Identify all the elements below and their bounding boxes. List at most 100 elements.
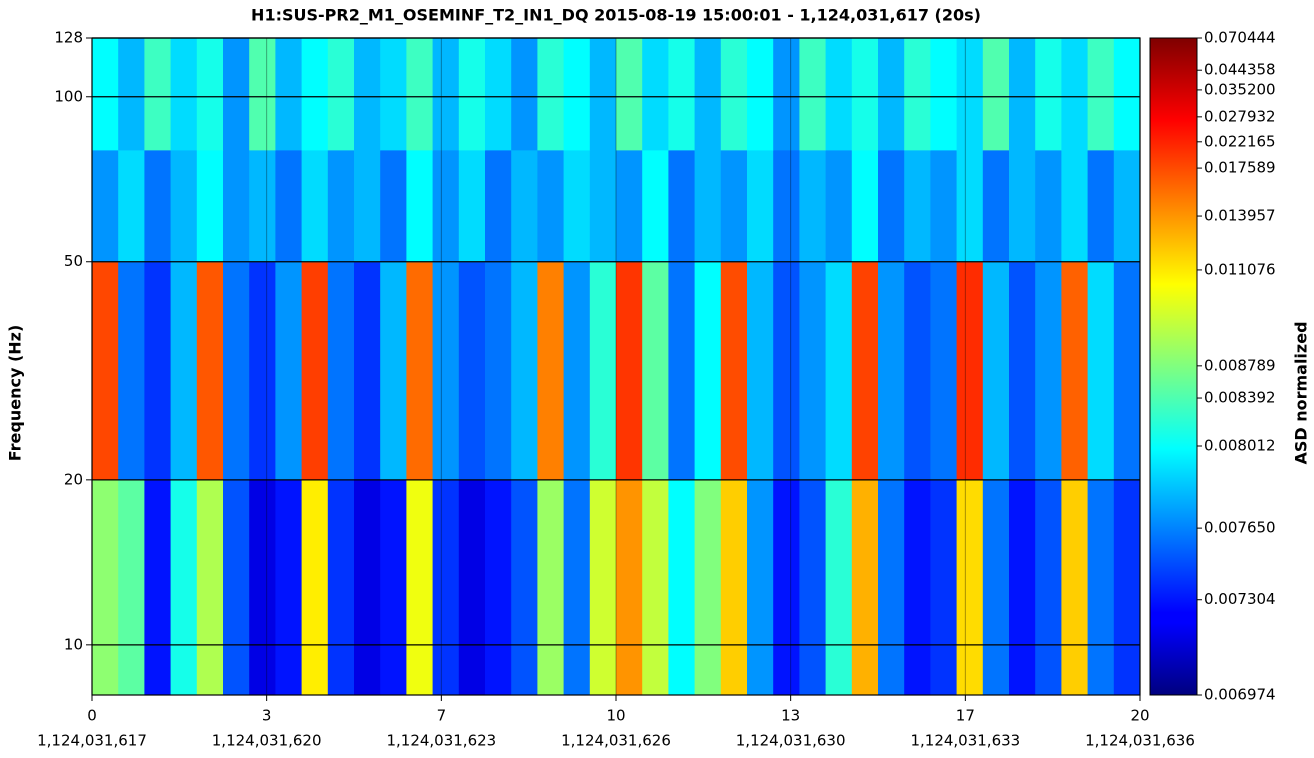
heatmap-cell <box>301 261 329 481</box>
heatmap-cell <box>878 38 905 151</box>
heatmap-cell <box>825 149 853 263</box>
heatmap-cell <box>1035 149 1062 263</box>
heatmap-cell <box>327 261 355 481</box>
heatmap-cell <box>432 479 460 696</box>
heatmap-cell <box>616 261 643 481</box>
plot-frame <box>91 37 1141 696</box>
heatmap-cell <box>354 479 381 696</box>
colorbar-tick-label: 0.008012 <box>1204 436 1276 454</box>
heatmap-cell <box>196 38 224 151</box>
heatmap-cell <box>406 149 434 263</box>
x-tick-label: 7 <box>437 707 447 725</box>
colorbar-tick-label: 0.035200 <box>1204 80 1276 98</box>
heatmap-cell <box>773 149 800 263</box>
heatmap-cell <box>301 38 329 151</box>
heatmap-cell <box>982 38 1010 151</box>
colorbar-tick-label: 0.007650 <box>1204 519 1276 537</box>
colorbar-label: ASD normalized <box>1292 321 1311 464</box>
heatmap-cell <box>485 149 512 263</box>
heatmap-cell <box>1061 261 1089 481</box>
heatmap-cell <box>223 261 250 481</box>
heatmap-cell <box>537 38 565 151</box>
heatmap-cell <box>694 479 722 696</box>
heatmap-cell <box>327 479 355 696</box>
heatmap-cell <box>380 261 407 481</box>
colorbar-tick-label: 0.022165 <box>1204 132 1276 150</box>
heatmap-cell <box>851 149 879 263</box>
heatmap-cell <box>144 261 172 481</box>
heatmap-cell <box>982 261 1010 481</box>
heatmap-cell <box>249 261 276 481</box>
y-tick-label: 10 <box>64 635 83 653</box>
heatmap-cell <box>616 38 643 151</box>
heatmap-cell <box>275 479 303 696</box>
heatmap-cell <box>223 479 250 696</box>
heatmap-cell <box>694 38 722 151</box>
x-tick-label: 20 <box>1130 707 1149 725</box>
heatmap-cell <box>170 261 198 481</box>
heatmap-cell <box>1113 38 1141 151</box>
x-tick-label: 13 <box>781 707 800 725</box>
heatmap-cell <box>642 261 669 481</box>
heatmap-cell <box>537 479 565 696</box>
heatmap-cell <box>485 261 512 481</box>
heatmap-cell <box>825 261 853 481</box>
colorbar-tick-label: 0.007304 <box>1204 590 1276 608</box>
heatmap-cell <box>904 479 931 696</box>
heatmap-cell <box>118 479 145 696</box>
y-tick-label: 128 <box>54 29 83 47</box>
heatmap-cell <box>563 261 591 481</box>
x-tick-gps-label: 1,124,031,636 <box>1085 732 1195 750</box>
x-tick-label: 10 <box>606 707 625 725</box>
heatmap-cell <box>485 38 512 151</box>
heatmap-cell <box>458 479 486 696</box>
heatmap-cell <box>92 149 119 263</box>
heatmap-cell <box>249 149 276 263</box>
heatmap-cell <box>747 479 774 696</box>
heatmap-cell <box>616 479 643 696</box>
heatmap-cell <box>825 38 853 151</box>
heatmap-cell <box>380 38 407 151</box>
y-axis-label: Frequency (Hz) <box>6 325 25 462</box>
heatmap-cell <box>327 149 355 263</box>
heatmap-cell <box>485 479 512 696</box>
heatmap <box>92 38 1141 696</box>
heatmap-cell <box>458 38 486 151</box>
heatmap-cell <box>301 479 329 696</box>
heatmap-cell <box>249 479 276 696</box>
heatmap-cell <box>223 38 250 151</box>
heatmap-cell <box>1113 149 1141 263</box>
heatmap-cell <box>930 479 958 696</box>
colorbar-tick-label: 0.011076 <box>1204 260 1276 278</box>
heatmap-cell <box>144 149 172 263</box>
colorbar-tick-label: 0.027932 <box>1204 107 1276 125</box>
heatmap-cell <box>878 149 905 263</box>
x-tick-gps-label: 1,124,031,620 <box>212 732 322 750</box>
heatmap-cell <box>1035 479 1062 696</box>
heatmap-cell <box>589 261 617 481</box>
heatmap-cell <box>406 261 434 481</box>
heatmap-cell <box>720 38 748 151</box>
heatmap-cell <box>799 38 827 151</box>
heatmap-cell <box>1009 38 1036 151</box>
heatmap-cell <box>956 479 984 696</box>
colorbar <box>1149 37 1198 696</box>
heatmap-cell <box>511 261 538 481</box>
heatmap-cell <box>1087 149 1115 263</box>
colorbar-tick-label: 0.070444 <box>1204 29 1276 47</box>
heatmap-cell <box>616 149 643 263</box>
heatmap-cell <box>747 261 774 481</box>
heatmap-cell <box>747 38 774 151</box>
heatmap-cell <box>904 38 931 151</box>
heatmap-cell <box>196 261 224 481</box>
heatmap-cell <box>92 261 119 481</box>
heatmap-cell <box>773 479 800 696</box>
x-tick-label: 0 <box>87 707 97 725</box>
heatmap-cell <box>825 479 853 696</box>
chart-title: H1:SUS-PR2_M1_OSEMINF_T2_IN1_DQ 2015-08-… <box>251 6 981 25</box>
heatmap-cell <box>301 149 329 263</box>
heatmap-cell <box>956 38 984 151</box>
heatmap-cell <box>799 261 827 481</box>
colorbar-tick-label: 0.044358 <box>1204 61 1276 79</box>
heatmap-cell <box>668 149 696 263</box>
